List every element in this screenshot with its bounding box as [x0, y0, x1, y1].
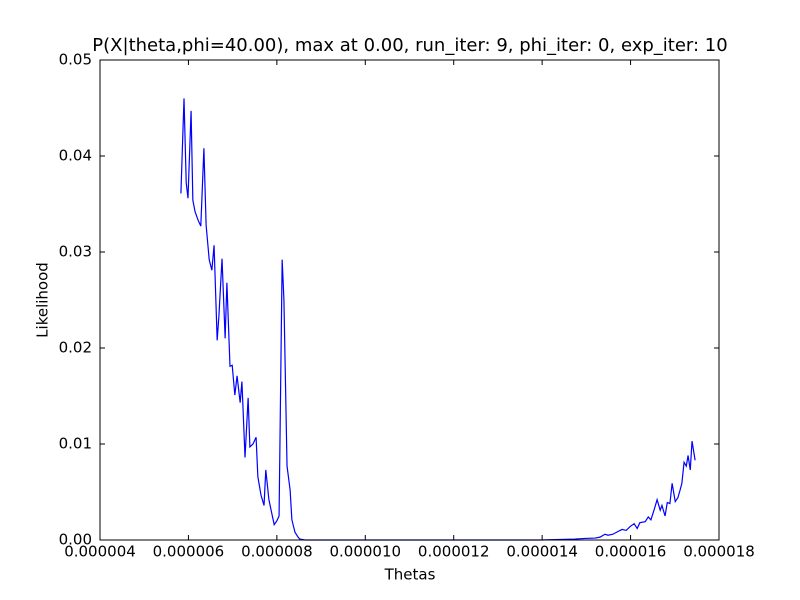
x-tick-label: 0.000014 [506, 543, 578, 561]
x-tick-label: 0.000004 [64, 543, 136, 561]
x-axis-label: Thetas [384, 566, 436, 584]
x-tick-label: 0.000008 [241, 543, 313, 561]
y-tick-label: 0.04 [59, 147, 92, 165]
x-tick-label: 0.000010 [329, 543, 401, 561]
y-tick-label: 0.05 [59, 51, 92, 69]
plot-frame [99, 59, 720, 541]
chart-title: P(X|theta,phi=40.00), max at 0.00, run_i… [92, 35, 727, 56]
y-tick-label: 0.02 [59, 339, 92, 357]
x-tick-label: 0.000016 [595, 543, 667, 561]
y-tick-label: 0.00 [59, 531, 92, 549]
y-tick-label: 0.03 [59, 243, 92, 261]
x-tick-label: 0.000018 [683, 543, 755, 561]
y-axis-label: Likelihood [34, 262, 52, 338]
x-tick-label: 0.000012 [418, 543, 490, 561]
data-line [180, 98, 696, 541]
x-tick-label: 0.000006 [153, 543, 225, 561]
y-tick-label: 0.01 [59, 435, 92, 453]
